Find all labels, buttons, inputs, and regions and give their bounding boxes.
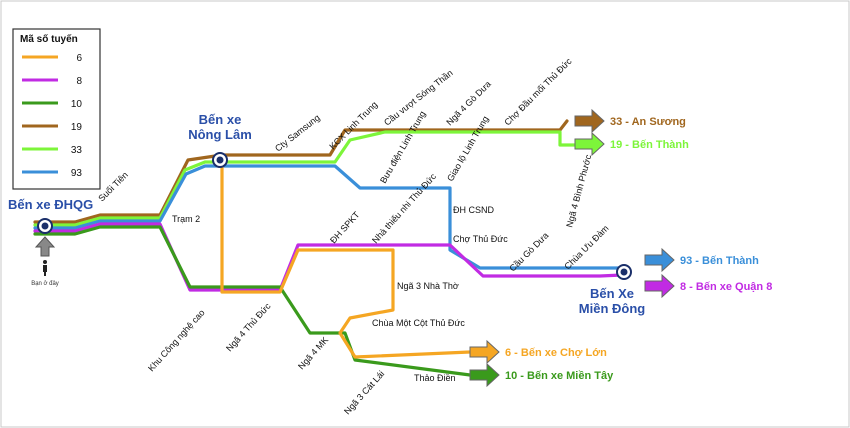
stop-chua-mot-cot: Chùa Một Cột Thủ Đức <box>372 318 465 328</box>
arrow-93-ben-thanh <box>644 247 675 273</box>
stop-cho-thu-duc: Chợ Thủ Đức <box>453 234 508 244</box>
arrow-8-quan-8 <box>644 273 675 299</box>
terminal-dhqg-dot <box>41 222 49 230</box>
arrow-10-mien-tay <box>469 362 500 388</box>
terminal-mien-dong-dot <box>620 268 628 276</box>
route-93-line <box>33 164 622 270</box>
stop-dh-csnd: ĐH CSND <box>453 205 495 215</box>
dest-8-quan-8: 8 - Bến xe Quận 8 <box>680 281 772 293</box>
legend-label-93: 93 <box>71 168 83 179</box>
terminal-nong-lam-dot <box>216 156 224 164</box>
legend-label-8: 8 <box>76 76 82 87</box>
terminal-mien-dong-label-1: Bến Xe <box>590 286 634 301</box>
legend: Mã số tuyến 6 8 10 19 33 93 <box>12 28 101 190</box>
terminal-nong-lam-label-2: Nông Lâm <box>188 127 252 142</box>
dest-10-mien-tay: 10 - Bến xe Miền Tây <box>505 370 614 382</box>
legend-box <box>12 28 101 190</box>
route-33-line <box>33 130 577 227</box>
you-are-here-marker: Bạn ở đây <box>31 236 59 287</box>
up-arrow-icon <box>34 236 56 257</box>
terminal-dhqg-label: Bến xe ĐHQG <box>8 197 93 212</box>
terminal-mien-dong-label-2: Miền Đông <box>579 301 645 316</box>
terminal-nong-lam-label-1: Bến xe <box>199 112 242 127</box>
arrow-33-an-suong <box>574 108 605 134</box>
you-are-here-label: Bạn ở đây <box>31 280 59 287</box>
dest-19-ben-thanh: 19 - Bến Thành <box>610 139 689 151</box>
stop-thao-dien: Thảo Điền <box>414 373 456 383</box>
dest-6-cho-lon: 6 - Bến xe Chợ Lớn <box>505 347 607 359</box>
arrow-19-ben-thanh <box>574 131 605 157</box>
legend-label-33: 33 <box>71 145 83 156</box>
route-6-line-main <box>220 158 472 359</box>
legend-label-6: 6 <box>76 53 82 64</box>
dest-93-ben-thanh: 93 - Bến Thành <box>680 255 759 267</box>
legend-title: Mã số tuyến <box>20 33 78 45</box>
arrow-6-cho-lon <box>469 339 500 365</box>
stop-nga3-nha-tho: Ngã 3 Nhà Thờ <box>397 281 459 291</box>
person-icon-head <box>43 260 47 264</box>
dest-33-an-suong: 33 - An Sương <box>610 116 686 128</box>
stop-tram-2: Trạm 2 <box>172 214 200 224</box>
legend-label-19: 19 <box>71 122 83 133</box>
person-icon <box>43 265 47 276</box>
route-19-line <box>33 119 569 224</box>
legend-label-10: 10 <box>71 99 83 110</box>
